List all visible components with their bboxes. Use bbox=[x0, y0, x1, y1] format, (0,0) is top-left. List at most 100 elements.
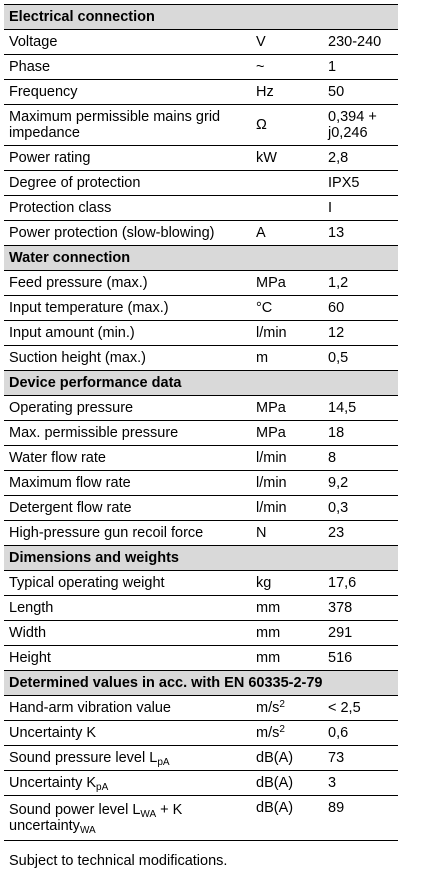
table-row-operating-pressure: Operating pressure MPa 14,5 bbox=[4, 395, 398, 421]
row-unit: kW bbox=[251, 145, 323, 171]
row-unit: l/min bbox=[251, 445, 323, 471]
row-label: High-pressure gun recoil force bbox=[4, 520, 251, 546]
row-value: 1,2 bbox=[323, 270, 398, 296]
table-row-hand-arm-vibration: Hand-arm vibration value m/s2 < 2,5 bbox=[4, 695, 398, 721]
unit-superscript: 2 bbox=[279, 699, 285, 710]
row-label: Water flow rate bbox=[4, 445, 251, 471]
technical-data-table: Electrical connection Voltage V 230-240 … bbox=[4, 4, 398, 841]
table-row-max-pressure: Max. permissible pressure MPa 18 bbox=[4, 420, 398, 446]
row-label: Power rating bbox=[4, 145, 251, 171]
row-value: 0,5 bbox=[323, 345, 398, 371]
table-row-width: Width mm 291 bbox=[4, 620, 398, 646]
row-value: < 2,5 bbox=[323, 695, 398, 721]
label-subscript: WA bbox=[140, 809, 157, 820]
row-label: Operating pressure bbox=[4, 395, 251, 421]
label-base: uncertainty bbox=[9, 818, 80, 834]
row-value: 0,6 bbox=[323, 720, 398, 746]
section-electrical-connection: Electrical connection bbox=[4, 4, 398, 30]
table-row-frequency: Frequency Hz 50 bbox=[4, 79, 398, 105]
row-unit bbox=[251, 170, 323, 196]
row-unit: l/min bbox=[251, 470, 323, 496]
row-value: 8 bbox=[323, 445, 398, 471]
table-row-uncertainty-kpa: Uncertainty KpA dB(A) 3 bbox=[4, 770, 398, 796]
table-row-power-rating: Power rating kW 2,8 bbox=[4, 145, 398, 171]
row-label: Length bbox=[4, 595, 251, 621]
table-row-recoil-force: High-pressure gun recoil force N 23 bbox=[4, 520, 398, 546]
row-value: 0,3 bbox=[323, 495, 398, 521]
unit-base: m/s bbox=[256, 725, 280, 741]
table-row-degree-of-protection: Degree of protection IPX5 bbox=[4, 170, 398, 196]
row-value: 9,2 bbox=[323, 470, 398, 496]
row-label: Hand-arm vibration value bbox=[4, 695, 251, 721]
table-row-max-flow-rate: Maximum flow rate l/min 9,2 bbox=[4, 470, 398, 496]
section-determined-values: Determined values in acc. with EN 60335-… bbox=[4, 670, 398, 696]
unit-superscript: 2 bbox=[279, 724, 285, 735]
label-base: Uncertainty K bbox=[9, 775, 97, 791]
table-row-water-flow-rate: Water flow rate l/min 8 bbox=[4, 445, 398, 471]
table-row-feed-pressure: Feed pressure (max.) MPa 1,2 bbox=[4, 270, 398, 296]
row-unit: kg bbox=[251, 570, 323, 596]
unit-base: m/s bbox=[256, 700, 280, 716]
row-label: Suction height (max.) bbox=[4, 345, 251, 371]
row-value: 73 bbox=[323, 745, 398, 771]
section-title: Electrical connection bbox=[4, 4, 398, 30]
row-unit: m bbox=[251, 345, 323, 371]
row-value: 14,5 bbox=[323, 395, 398, 421]
row-value: 13 bbox=[323, 220, 398, 246]
row-label: Uncertainty KpA bbox=[4, 770, 251, 796]
label-subscript: pA bbox=[96, 782, 109, 793]
section-dimensions-weights: Dimensions and weights bbox=[4, 545, 398, 571]
row-unit: mm bbox=[251, 645, 323, 671]
table-row-length: Length mm 378 bbox=[4, 595, 398, 621]
section-device-performance: Device performance data bbox=[4, 370, 398, 396]
row-unit: Hz bbox=[251, 79, 323, 105]
table-row-suction-height: Suction height (max.) m 0,5 bbox=[4, 345, 398, 371]
row-label: Input temperature (max.) bbox=[4, 295, 251, 321]
row-unit: V bbox=[251, 29, 323, 55]
row-label: Height bbox=[4, 645, 251, 671]
row-unit: l/min bbox=[251, 495, 323, 521]
table-row-grid-impedance: Maximum permissible mains grid impedance… bbox=[4, 104, 398, 146]
row-unit: l/min bbox=[251, 320, 323, 346]
row-label: Frequency bbox=[4, 79, 251, 105]
row-label: Voltage bbox=[4, 29, 251, 55]
section-title: Water connection bbox=[4, 245, 398, 271]
table-row-power-protection: Power protection (slow-blowing) A 13 bbox=[4, 220, 398, 246]
row-value: 23 bbox=[323, 520, 398, 546]
label-base: Sound pressure level L bbox=[9, 750, 158, 766]
row-unit: m/s2 bbox=[251, 720, 323, 746]
row-label: Detergent flow rate bbox=[4, 495, 251, 521]
row-value: 0,394 + j0,246 bbox=[323, 104, 398, 146]
table-row-protection-class: Protection class I bbox=[4, 195, 398, 221]
row-unit bbox=[251, 195, 323, 221]
row-unit: MPa bbox=[251, 270, 323, 296]
label-base: Sound power level L bbox=[9, 802, 141, 818]
row-value: 516 bbox=[323, 645, 398, 671]
row-value: 60 bbox=[323, 295, 398, 321]
label-tail: + K bbox=[156, 802, 183, 818]
row-label: Maximum permissible mains grid impedance bbox=[4, 104, 251, 146]
row-value: I bbox=[323, 195, 398, 221]
row-label: Input amount (min.) bbox=[4, 320, 251, 346]
row-label: Power protection (slow-blowing) bbox=[4, 220, 251, 246]
row-value: 17,6 bbox=[323, 570, 398, 596]
row-value: 89 bbox=[323, 795, 398, 841]
row-value: 18 bbox=[323, 420, 398, 446]
row-value: 2,8 bbox=[323, 145, 398, 171]
row-unit: N bbox=[251, 520, 323, 546]
row-label: Sound pressure level LpA bbox=[4, 745, 251, 771]
row-label: Maximum flow rate bbox=[4, 470, 251, 496]
label-subscript: WA bbox=[79, 825, 96, 836]
row-label: Degree of protection bbox=[4, 170, 251, 196]
table-row-input-amount: Input amount (min.) l/min 12 bbox=[4, 320, 398, 346]
row-unit: Ω bbox=[251, 104, 323, 146]
row-value: 12 bbox=[323, 320, 398, 346]
row-value: 378 bbox=[323, 595, 398, 621]
row-unit: dB(A) bbox=[251, 770, 323, 796]
row-unit: mm bbox=[251, 595, 323, 621]
section-title: Device performance data bbox=[4, 370, 398, 396]
section-water-connection: Water connection bbox=[4, 245, 398, 271]
table-row-phase: Phase ~ 1 bbox=[4, 54, 398, 80]
row-label: Feed pressure (max.) bbox=[4, 270, 251, 296]
